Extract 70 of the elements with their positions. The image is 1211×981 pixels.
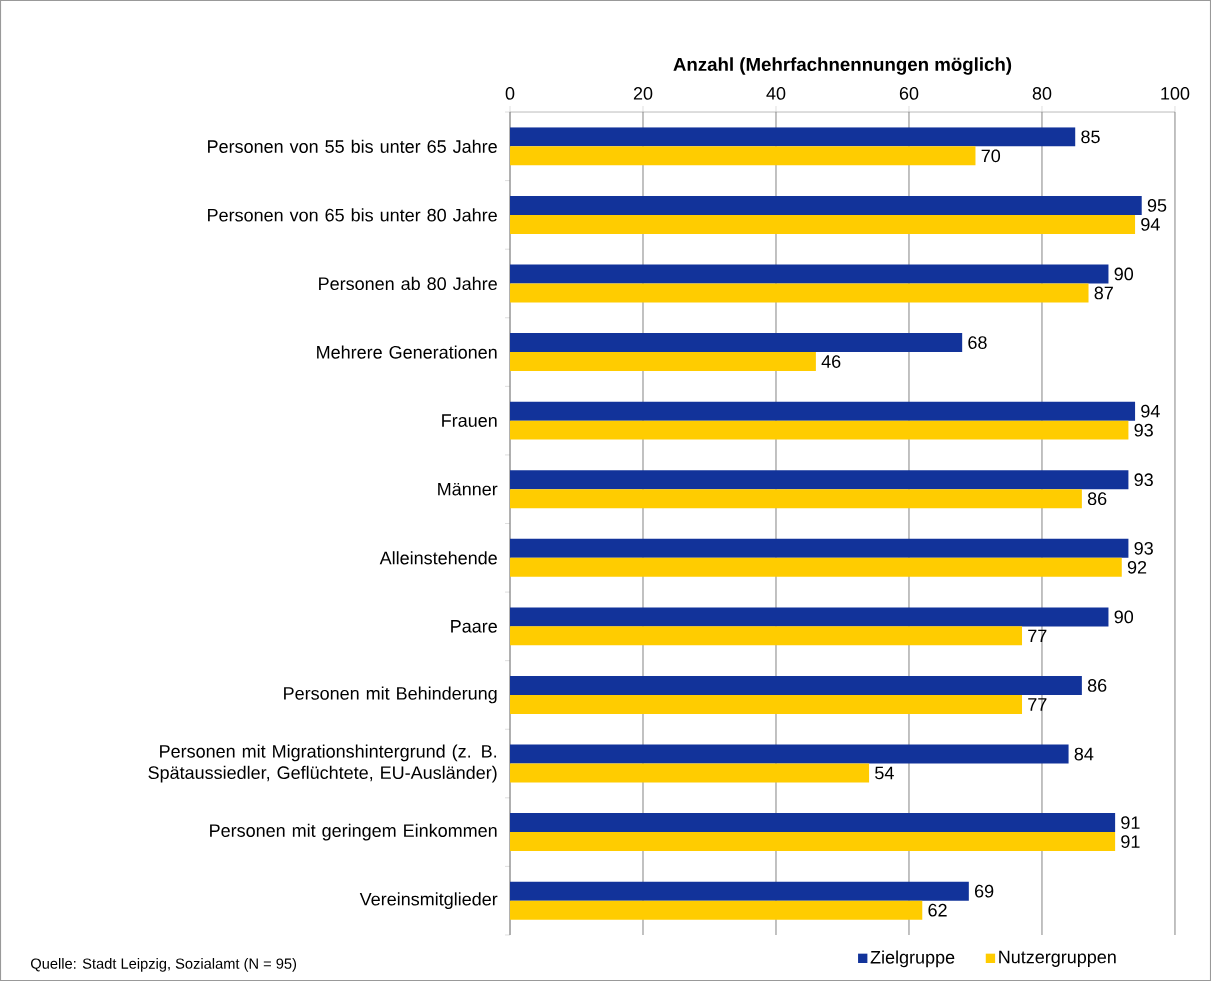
y-tick-label: Alleinstehende <box>379 551 497 565</box>
bar <box>510 538 1129 558</box>
bar <box>510 195 1142 215</box>
data-label: 91 <box>1121 835 1140 848</box>
bar <box>510 607 1109 627</box>
x-tick-label: 80 <box>1032 87 1052 100</box>
bar <box>510 900 923 920</box>
data-label: 90 <box>1114 267 1134 281</box>
data-label: 62 <box>928 903 947 917</box>
data-label: 90 <box>1114 610 1134 624</box>
data-label: 84 <box>1074 747 1094 761</box>
y-tick-label: Personen mit Behinderung <box>284 686 497 704</box>
bar <box>510 813 1116 833</box>
data-label: 46 <box>821 355 841 368</box>
bar <box>510 264 1109 284</box>
data-label: 86 <box>1087 492 1107 506</box>
y-tick-label: Frauen <box>442 414 497 427</box>
data-label: 93 <box>1134 541 1153 555</box>
source-note: Quelle: Stadt Leipzig, Sozialamt (N = 95) <box>30 958 297 972</box>
bar <box>510 146 976 166</box>
bar <box>510 283 1089 303</box>
data-label: 94 <box>1141 218 1160 231</box>
data-label: 94 <box>1141 404 1160 418</box>
x-tick-label: 100 <box>1161 87 1190 100</box>
data-label: 92 <box>1127 560 1147 574</box>
data-label: 54 <box>875 766 894 780</box>
bar <box>510 489 1082 509</box>
legend-label: Nutzergruppen <box>999 950 1116 967</box>
data-label: 77 <box>1028 629 1047 643</box>
data-label: 85 <box>1081 130 1100 144</box>
bar <box>510 694 1023 714</box>
bar <box>510 214 1136 234</box>
bar <box>510 557 1122 577</box>
data-label: 95 <box>1147 199 1167 212</box>
y-tick-label: Personen ab 80 Jahre <box>319 276 497 291</box>
data-label: 68 <box>968 336 987 349</box>
bar <box>510 675 1082 695</box>
bar <box>510 881 969 901</box>
bar <box>510 420 1129 440</box>
x-tick-label: 20 <box>633 87 653 100</box>
bar <box>510 470 1129 490</box>
data-label: 91 <box>1121 816 1140 829</box>
bar <box>510 401 1136 421</box>
y-tick-label: Vereinsmitglieder <box>359 892 498 910</box>
y-tick-label: Paare <box>451 620 497 633</box>
bar <box>510 763 870 783</box>
bar <box>510 832 1116 852</box>
data-label: 87 <box>1094 286 1113 300</box>
data-label: 70 <box>981 149 1001 163</box>
data-label: 86 <box>1087 679 1107 692</box>
bar <box>510 127 1076 147</box>
y-tick-label: Männer <box>438 482 498 496</box>
data-label: 69 <box>975 884 994 898</box>
data-label: 77 <box>1028 698 1047 711</box>
x-tick-label: 40 <box>766 87 786 100</box>
bar <box>510 626 1023 646</box>
y-tick-label: Personen mit geringem Einkommen <box>210 823 497 841</box>
x-tick-label: 60 <box>899 87 919 100</box>
x-tick-label: 0 <box>505 87 515 100</box>
bar <box>510 744 1069 764</box>
y-tick-label: Personen mit Migrationshintergrund (z. B. Spätaussiedler, Geflüchtete, EU-Ausländer) <box>148 744 497 783</box>
data-label: 93 <box>1134 473 1153 487</box>
y-tick-label: Personen von 55 bis unter 65 Jahre <box>208 139 497 153</box>
x-axis-title: Anzahl (Mehrfachnennungen möglich) <box>673 57 1012 75</box>
legend-label: Zielgruppe <box>870 950 955 968</box>
y-tick-label: Mehrere Generationen <box>317 345 497 359</box>
y-tick-label: Personen von 65 bis unter 80 Jahre <box>208 208 497 222</box>
data-label: 93 <box>1134 423 1153 437</box>
bar <box>510 352 816 372</box>
bar <box>510 333 963 353</box>
